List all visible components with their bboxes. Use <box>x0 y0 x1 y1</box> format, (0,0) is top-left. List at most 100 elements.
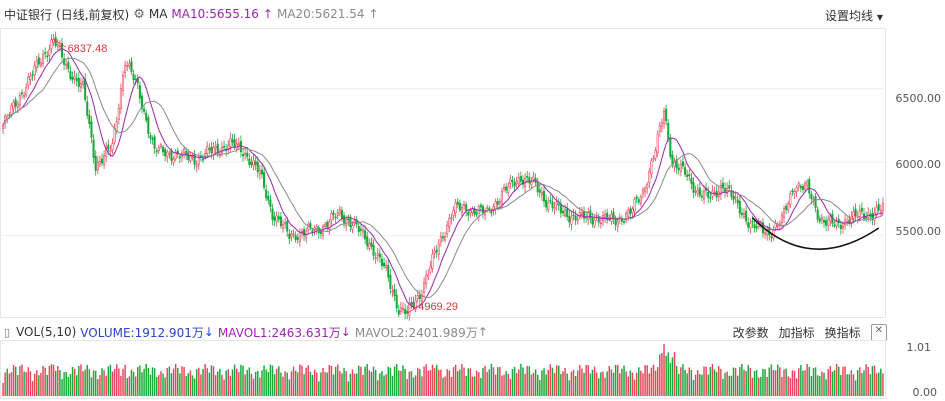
volume-bar <box>492 367 495 396</box>
candle-body <box>416 295 419 299</box>
gear-icon[interactable]: ⚙ <box>133 6 145 22</box>
switch-indicator-button[interactable]: 换指标 <box>824 326 861 340</box>
ma-setting-button[interactable]: 设置均线 ▼ <box>825 7 883 24</box>
volume-bar <box>84 369 86 396</box>
volume-bar <box>164 377 166 396</box>
candle-body <box>210 146 213 154</box>
candle-body <box>475 212 478 215</box>
volume-bar <box>12 365 15 396</box>
volume-bar <box>734 367 737 396</box>
volume-bar <box>768 367 771 396</box>
volume-bar <box>240 364 242 396</box>
candle-body <box>692 182 695 193</box>
volume-bar <box>661 353 663 396</box>
candle-body <box>48 49 51 56</box>
candle-body <box>877 204 880 211</box>
candle-body <box>347 218 350 221</box>
candle-body <box>677 167 680 170</box>
volume-tick-max: 1.01 <box>906 341 932 354</box>
candle-body <box>852 211 855 219</box>
candle-body <box>387 265 390 278</box>
candle-body <box>153 136 156 149</box>
candle-body <box>707 191 710 198</box>
candle-body <box>837 218 840 223</box>
candle-body <box>332 212 335 215</box>
candle-body <box>566 208 569 218</box>
volume-bar <box>52 364 55 396</box>
candle-body <box>132 73 135 81</box>
volume-bar <box>292 366 295 396</box>
volume-bar <box>633 379 636 396</box>
volume-bar <box>94 370 97 396</box>
candle-body <box>124 64 127 73</box>
volume-bar <box>869 374 872 396</box>
volume-bar <box>793 370 796 396</box>
volume-bar <box>600 372 602 396</box>
candle-body <box>39 62 42 66</box>
volume-bar <box>219 368 221 396</box>
volume-bar <box>595 372 598 396</box>
candle-body <box>572 214 575 217</box>
candle-body <box>33 65 36 76</box>
volume-bar <box>873 365 876 396</box>
volume-bar <box>202 368 204 396</box>
volume-bar <box>560 373 562 396</box>
volume-bar <box>490 363 493 396</box>
candle-body <box>378 253 381 258</box>
volume-bar <box>614 364 617 396</box>
volume-bar <box>307 365 310 396</box>
volume-bar <box>185 376 187 396</box>
volume-bar <box>480 377 482 396</box>
candle-body <box>844 219 847 226</box>
volume-bar <box>772 370 775 396</box>
volume-bar <box>183 367 185 396</box>
candle-body <box>8 114 11 117</box>
volume-bar <box>406 378 408 396</box>
candle-body <box>721 182 725 188</box>
volume-bar <box>549 364 552 396</box>
volume-bar <box>452 367 455 396</box>
volume-bar <box>358 365 360 396</box>
volume-bar <box>46 374 48 396</box>
volume-bar <box>162 373 164 396</box>
candle-body <box>631 208 634 214</box>
price-panel-frame <box>0 28 886 318</box>
candle-body <box>808 179 811 194</box>
ma10-value: MA10:5655.16 <box>171 7 259 21</box>
candle-body <box>854 208 857 217</box>
volume-bar <box>27 367 30 396</box>
volume-bar <box>522 367 524 396</box>
change-params-button[interactable]: 改参数 <box>732 326 769 340</box>
candle-body <box>799 185 802 189</box>
volume-bar <box>715 372 718 396</box>
add-indicator-button[interactable]: 加指标 <box>778 326 815 340</box>
volume-bar <box>242 365 244 396</box>
candle-body <box>103 155 106 165</box>
collapse-icon[interactable]: ▯ <box>4 325 11 339</box>
volume-bar <box>67 377 70 396</box>
volume-bar <box>221 374 223 396</box>
candle-body <box>244 153 247 155</box>
volume-bar <box>806 364 808 396</box>
candle-body <box>555 201 558 206</box>
candle-body <box>785 205 788 210</box>
volume-bar <box>619 373 621 396</box>
candle-body <box>591 217 594 225</box>
candle-body <box>587 212 590 220</box>
volume-bar <box>54 370 57 396</box>
candle-body <box>204 153 207 158</box>
volume-bar <box>389 367 392 396</box>
candle-body <box>820 217 823 221</box>
candle-body <box>865 217 868 219</box>
volume-bar <box>90 377 93 396</box>
volume-bar <box>454 364 457 396</box>
volume-bar <box>766 376 768 396</box>
candle-body <box>662 111 666 124</box>
volume-bar <box>694 374 697 396</box>
volume-bar <box>57 365 59 396</box>
candle-body <box>254 161 257 166</box>
volume-bar <box>267 372 270 396</box>
volume-bar <box>473 376 476 396</box>
volume-bar <box>370 371 373 396</box>
